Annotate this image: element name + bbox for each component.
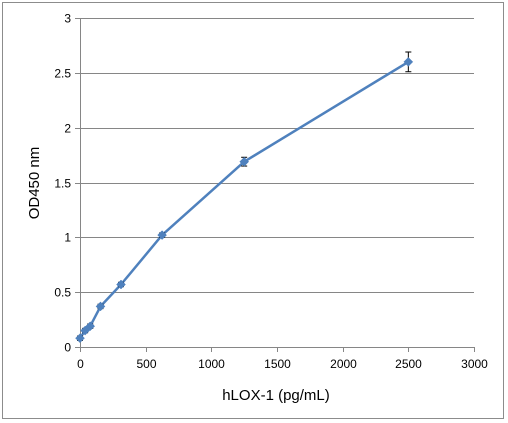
series-line [78,60,409,339]
data-point-marker [75,333,85,344]
chart-frame [2,2,504,419]
x-tick-label: 3000 [461,357,488,371]
series-layer [75,51,414,344]
data-point-marker [157,230,167,240]
y-tick-label: 3 [64,12,71,26]
x-tick-label: 500 [136,357,156,371]
data-point-marker [116,279,126,290]
data-point-marker [95,301,106,312]
grid-layer [80,18,474,293]
x-tick-label: 0 [77,357,84,371]
y-tick-label: 0 [64,341,71,355]
x-tick-label: 2000 [330,357,357,371]
x-tick-label: 1500 [264,357,291,371]
data-point-marker [80,325,90,336]
data-point-marker [85,321,96,332]
y-tick-label: 1.5 [54,177,71,191]
y-tick-label: 2.5 [54,67,71,81]
data-point-marker [403,57,414,67]
data-point-marker [239,156,250,167]
y-axis-title: OD450 nm [26,147,43,220]
x-axis-title: hLOX-1 (pg/mL) [222,387,330,404]
y-tick-label: 1 [64,231,71,245]
y-tick-label: 0.5 [54,286,71,300]
x-tick-label: 2500 [395,357,422,371]
axis-layer: 0 0.5 1 1.5 2 2.5 3 0 500 1000 1500 2000 2500 3000 [54,12,488,372]
y-tick-label: 2 [64,122,71,136]
x-tick-label: 1000 [198,357,225,371]
